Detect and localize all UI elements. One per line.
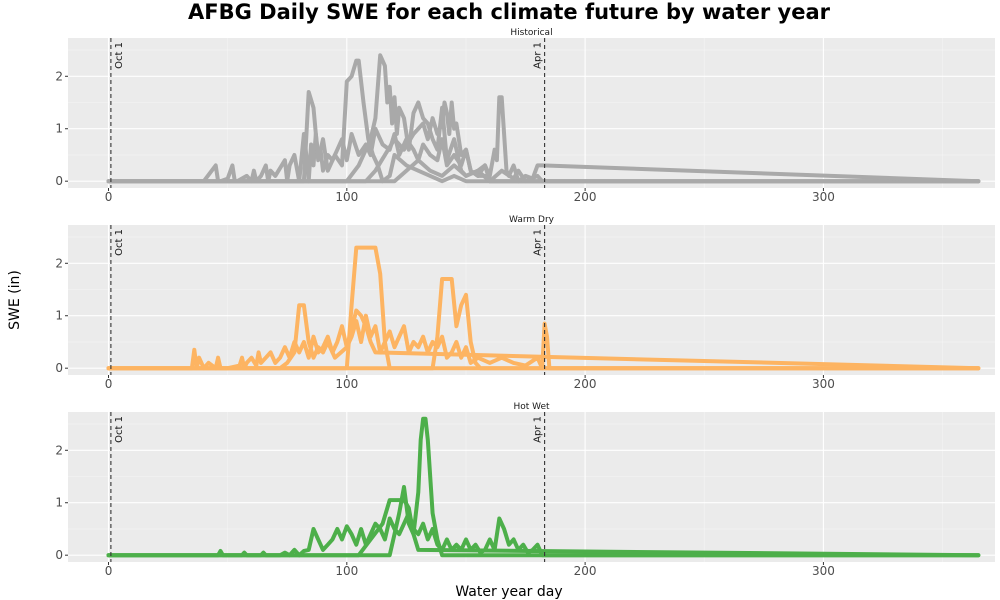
x-tick-label: 100 — [335, 377, 358, 391]
x-tick-label: 300 — [812, 564, 835, 578]
panel-1: Warm Dry 0 100 200 300 0 1 2 Oct 1 Apr 1 — [55, 215, 995, 391]
x-tick-label: 100 — [335, 564, 358, 578]
panel-2: Hot Wet 0 100 200 300 0 1 2 Oct 1 Apr 1 — [55, 402, 995, 578]
series-line — [106, 277, 981, 371]
x-tick-label: 300 — [812, 377, 835, 391]
panel-background — [68, 38, 995, 188]
series-line — [106, 95, 981, 184]
reference-line-label: Oct 1 — [114, 42, 125, 69]
panel-background — [68, 412, 995, 562]
y-tick-label: 2 — [55, 256, 63, 270]
series-line — [106, 58, 981, 184]
y-tick-label: 1 — [55, 309, 63, 323]
panel-0: Historical 0 100 200 300 0 1 2 Oct 1 Apr 1 — [55, 28, 995, 204]
reference-line-label: Apr 1 — [533, 229, 544, 256]
y-tick-label: 0 — [55, 548, 63, 562]
x-tick-label: 300 — [812, 190, 835, 204]
y-tick-label: 2 — [55, 69, 63, 83]
y-tick-label: 1 — [55, 122, 63, 136]
series-line — [106, 416, 981, 558]
x-tick-label: 0 — [105, 377, 113, 391]
y-tick-label: 1 — [55, 496, 63, 510]
x-tick-label: 100 — [335, 190, 358, 204]
series-line — [106, 53, 981, 184]
panel-background — [68, 225, 995, 375]
y-axis-title: SWE (in) — [7, 270, 23, 330]
reference-line-label: Apr 1 — [533, 416, 544, 443]
series-line — [106, 498, 981, 558]
chart-title: AFBG Daily SWE for each climate future b… — [188, 0, 831, 24]
y-tick-label: 0 — [55, 361, 63, 375]
y-tick-label: 0 — [55, 174, 63, 188]
x-axis-title: Water year day — [455, 584, 562, 600]
x-tick-label: 200 — [574, 190, 597, 204]
series-line — [106, 100, 981, 184]
y-tick-label: 2 — [55, 443, 63, 457]
reference-line-label: Oct 1 — [114, 416, 125, 443]
x-tick-label: 0 — [105, 190, 113, 204]
x-tick-label: 200 — [574, 564, 597, 578]
series-line — [106, 303, 981, 371]
panel-strip-label: Hot Wet — [513, 402, 550, 412]
x-tick-label: 0 — [105, 564, 113, 578]
panel-strip-label: Historical — [510, 28, 552, 38]
reference-line-label: Oct 1 — [114, 229, 125, 256]
x-tick-label: 200 — [574, 377, 597, 391]
reference-line-label: Apr 1 — [533, 42, 544, 69]
panel-strip-label: Warm Dry — [509, 215, 555, 225]
